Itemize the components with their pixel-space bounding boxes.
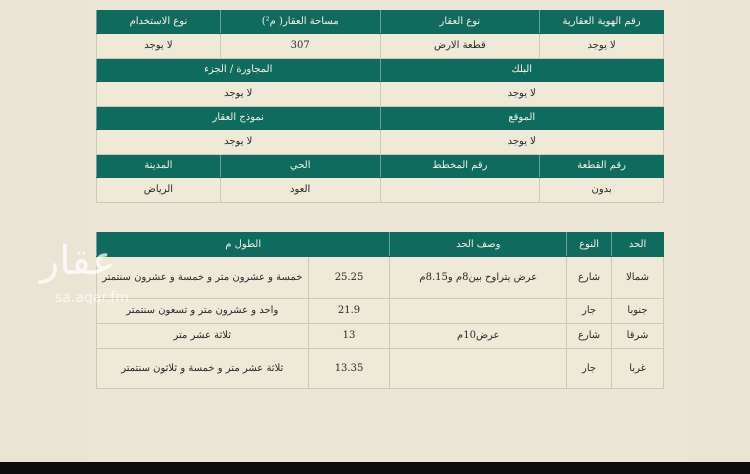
header-length: الطول م [95,232,391,257]
length-text: واحد و عشرون متر و تسعون سنتمتر [96,298,309,324]
value-city: الرياض [96,177,221,203]
header-plan-number: رقم المخطط [379,154,541,178]
value-usage-type: لا يوجد [96,33,221,59]
header-location: الموقع [379,106,665,130]
watermark-url: sa.aqar.fm [55,290,129,306]
table-row: غربا جار 13.35 ثلاثة عشر متر و خمسة و ثل… [96,348,664,389]
header-city: المدينة [96,154,221,178]
value-row: لا يوجد لا يوجد [96,81,665,107]
value-row: لا يوجد قطعة الارض 307 لا يوجد [96,33,664,59]
header-row: رقم القطعة رقم المخطط الحي المدينة [96,154,664,178]
table-row: شرقا شارع عرض10م 13 ثلاثة عشر متر [96,323,664,349]
type: شارع [566,256,613,299]
side: غربا [611,348,664,389]
header-type: النوع [566,232,613,257]
header-description: وصف الحد [389,232,568,257]
header-row: البلك المجاورة / الجزء [96,58,665,82]
value-plot-number: بدون [539,177,664,203]
length: 13.35 [307,348,391,389]
side: شمالا [611,256,664,299]
length: 13 [307,323,391,349]
length-text: ثلاثة عشر متر و خمسة و ثلاثون سنتمتر [96,348,309,389]
header-row: رقم الهوية العقارية نوع العقار مساحة الع… [96,10,664,34]
value-property-model: لا يوجد [96,129,381,155]
table-row: جنوبا جار 21.9 واحد و عشرون متر و تسعون … [96,298,664,324]
header-row: الموقع نموذج العقار [96,106,665,130]
length: 25.25 [307,256,391,299]
header-district: الحي [219,154,381,178]
header-plot-number: رقم القطعة [539,154,664,178]
header-side: الحد [611,232,664,257]
value-block: لا يوجد [379,81,665,107]
value-row: بدون العود الرياض [96,177,664,203]
value-area: 307 [219,33,381,59]
header-block: البلك [379,58,665,82]
header-usage-type: نوع الاستخدام [96,10,221,34]
description: عرض يتراوح بين8م و8.15م [389,256,568,299]
description [389,348,568,389]
value-district: العود [219,177,381,203]
side: جنوبا [611,298,664,324]
header-neighborhood-part: المجاورة / الجزء [96,58,381,82]
length: 21.9 [307,298,391,324]
type: شارع [566,323,613,349]
value-neighborhood-part: لا يوجد [96,81,381,107]
description: عرض10م [389,323,568,349]
header-row: الحد النوع وصف الحد الطول م [95,232,664,257]
header-property-id: رقم الهوية العقارية [539,10,664,34]
value-property-id: لا يوجد [539,33,664,59]
watermark-logo: عقار [40,238,116,284]
table-row: شمالا شارع عرض يتراوح بين8م و8.15م 25.25… [96,256,664,299]
side: شرقا [611,323,664,349]
value-row: لا يوجد لا يوجد [96,129,665,155]
value-property-type: قطعة الارض [379,33,541,59]
property-info-table: رقم الهوية العقارية نوع العقار مساحة الع… [96,10,665,203]
header-area: مساحة العقار( م²) [219,10,381,34]
length-text: خمسة و عشرون متر و خمسة و عشرون سنتمتر [96,256,309,299]
header-property-type: نوع العقار [379,10,541,34]
value-plan-number [379,177,541,203]
bottom-bar [0,462,750,474]
description [389,298,568,324]
boundaries-table: الحد النوع وصف الحد الطول م شمالا شارع ع… [95,232,664,389]
value-location: لا يوجد [379,129,665,155]
length-text: ثلاثة عشر متر [96,323,309,349]
header-property-model: نموذج العقار [96,106,381,130]
type: جار [566,298,613,324]
type: جار [566,348,613,389]
